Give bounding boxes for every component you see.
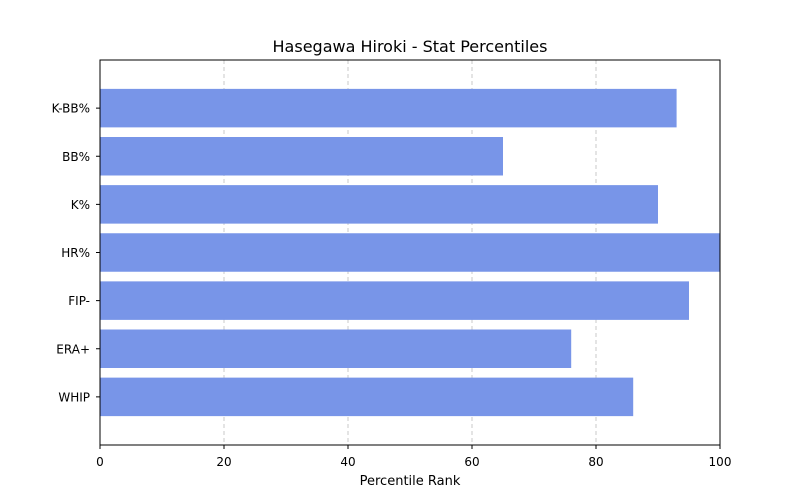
bar-k- xyxy=(100,185,658,224)
bar-era- xyxy=(100,329,572,368)
bar-fip- xyxy=(100,281,689,320)
x-axis-ticks: 0 20 40 60 80 100 xyxy=(96,445,731,469)
x-tick-label: 20 xyxy=(216,455,231,469)
bars xyxy=(100,88,720,417)
x-axis-label: Percentile Rank xyxy=(360,474,461,489)
x-tick-label: 100 xyxy=(709,455,732,469)
y-tick-label: K% xyxy=(71,198,90,212)
y-tick-label: WHIP xyxy=(58,390,90,404)
x-tick-label: 40 xyxy=(340,455,355,469)
y-tick-label: BB% xyxy=(62,150,90,164)
chart-title: Hasegawa Hiroki - Stat Percentiles xyxy=(273,37,548,56)
y-axis-ticks: K-BB% BB% K% HR% FIP- ERA+ WHIP xyxy=(52,102,100,404)
bar-hr- xyxy=(100,233,720,272)
y-tick-label: HR% xyxy=(61,246,90,260)
x-tick-label: 60 xyxy=(464,455,479,469)
bar-k-bb- xyxy=(100,88,677,128)
x-tick-label: 0 xyxy=(96,455,104,469)
y-tick-label: FIP- xyxy=(68,294,90,308)
bar-bb- xyxy=(100,137,503,176)
y-tick-label: ERA+ xyxy=(56,342,90,356)
bar-whip xyxy=(100,377,634,417)
y-tick-label: K-BB% xyxy=(52,102,90,116)
x-tick-label: 80 xyxy=(588,455,603,469)
